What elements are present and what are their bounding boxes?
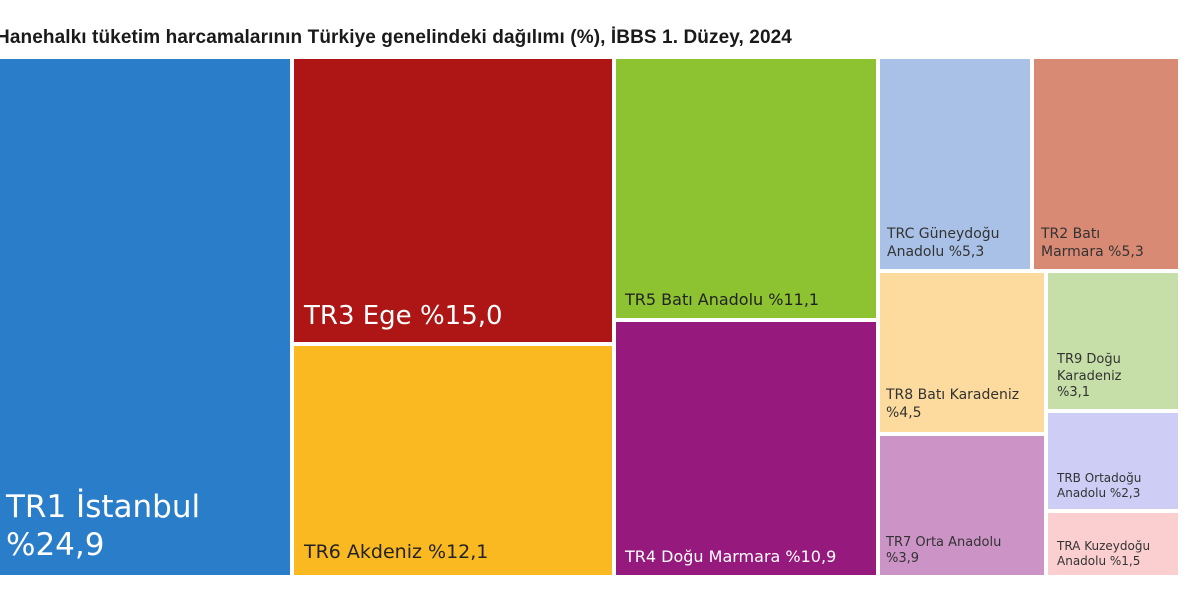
treemap-label-tr3: TR3 Ege %15,0 xyxy=(304,300,608,333)
treemap-label-line: Anadolu %1,5 xyxy=(1057,554,1141,568)
treemap-label-trc: TRC Güneydoğu Anadolu %5,3 xyxy=(887,226,1026,261)
treemap-tile-tr2: TR2 Batı Marmara %5,3 xyxy=(1032,57,1180,271)
chart-title: Hanehalkı tüketim harcamalarının Türkiye… xyxy=(0,27,792,48)
treemap-label-tr8: TR8 Batı Karadeniz %4,5 xyxy=(886,387,1040,422)
treemap-label-line: TR8 Batı Karadeniz xyxy=(886,387,1020,403)
treemap-tile-tr6: TR6 Akdeniz %12,1 xyxy=(292,344,614,577)
treemap-tile-trc: TRC Güneydoğu Anadolu %5,3 xyxy=(878,57,1032,271)
treemap-label-tr9: TR9 Doğu Karadeniz %3,1 xyxy=(1057,352,1174,401)
treemap-label-line: %4,5 xyxy=(886,404,922,421)
treemap-label-tr1: TR1 İstanbul %24,9 xyxy=(6,488,286,566)
treemap-label-line: TR2 Batı xyxy=(1041,226,1101,242)
treemap-tile-tr8: TR8 Batı Karadeniz %4,5 xyxy=(878,271,1046,434)
treemap-label-tra: TRA Kuzeydoğu Anadolu %1,5 xyxy=(1057,539,1174,569)
treemap-tile-tr5: TR5 Batı Anadolu %11,1 xyxy=(614,57,878,320)
treemap-tile-tr4: TR4 Doğu Marmara %10,9 xyxy=(614,320,878,577)
treemap-label-tr4: TR4 Doğu Marmara %10,9 xyxy=(625,547,872,567)
treemap-label-line: TR4 Doğu Marmara %10,9 xyxy=(625,547,837,566)
treemap-label-tr6: TR6 Akdeniz %12,1 xyxy=(304,541,608,565)
treemap-label-line: Karadeniz xyxy=(1057,368,1122,384)
treemap-tile-trb: TRB Ortadoğu Anadolu %2,3 xyxy=(1046,411,1180,511)
treemap-label-trb: TRB Ortadoğu Anadolu %2,3 xyxy=(1057,471,1174,501)
treemap-label-line: %3,1 xyxy=(1057,384,1091,400)
treemap-label-line: %24,9 xyxy=(6,527,105,564)
treemap-label-line: Marmara %5,3 xyxy=(1041,243,1144,260)
treemap-tile-tr3: TR3 Ege %15,0 xyxy=(292,57,614,344)
treemap-label-line: TR1 İstanbul xyxy=(6,488,201,525)
treemap-label-tr7: TR7 Orta Anadolu %3,9 xyxy=(886,535,1040,568)
treemap-tile-tr1: TR1 İstanbul %24,9 xyxy=(0,57,292,577)
treemap-label-line: Anadolu %5,3 xyxy=(887,243,985,260)
treemap-label-line: %3,9 xyxy=(886,550,920,566)
treemap-label-line: TR3 Ege %15,0 xyxy=(304,300,503,331)
treemap-label-tr5: TR5 Batı Anadolu %11,1 xyxy=(625,290,872,310)
treemap-label-line: TRA Kuzeydoğu xyxy=(1057,539,1151,553)
treemap-label-line: TRC Güneydoğu xyxy=(887,226,1000,242)
treemap-label-line: TR9 Doğu xyxy=(1057,352,1121,368)
treemap-label-line: Anadolu %2,3 xyxy=(1057,486,1141,500)
treemap-tile-tra: TRA Kuzeydoğu Anadolu %1,5 xyxy=(1046,511,1180,577)
treemap-label-line: TR6 Akdeniz %12,1 xyxy=(304,541,489,564)
treemap-label-line: TRB Ortadoğu xyxy=(1057,471,1142,485)
treemap-tile-tr7: TR7 Orta Anadolu %3,9 xyxy=(878,434,1046,577)
treemap-label-line: TR5 Batı Anadolu %11,1 xyxy=(625,290,820,309)
treemap-label-line: TR7 Orta Anadolu xyxy=(886,534,1002,550)
treemap-tile-tr9: TR9 Doğu Karadeniz %3,1 xyxy=(1046,271,1180,411)
treemap-label-tr2: TR2 Batı Marmara %5,3 xyxy=(1041,226,1174,261)
